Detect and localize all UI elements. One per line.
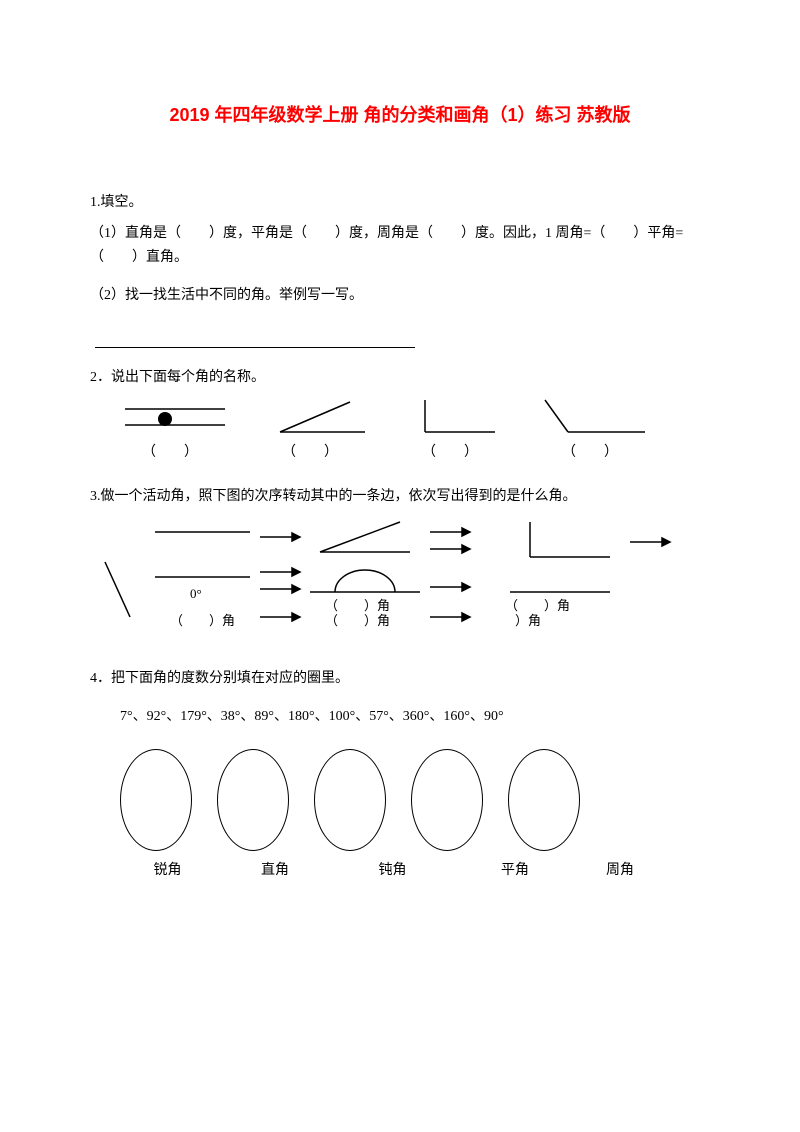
q4-heading: 4．把下面角的度数分别填在对应的圈里。 [90,667,710,691]
q4-degrees: 7°、92°、179°、38°、89°、180°、100°、57°、360°、1… [120,705,710,729]
q3-heading: 3.做一个活动角，照下图的次序转动其中的一条边，依次写出得到的是什么角。 [90,485,710,509]
oval-obtuse [314,749,386,851]
q3-diagram: 0° （ ）角 （ ）角 （ ）角 （ ）角 ）角 [100,517,700,657]
q2-blank-2: （ ） [260,441,360,465]
label-right: 直角 [215,859,335,883]
page-title: 2019 年四年级数学上册 角的分类和画角（1）练习 苏教版 [90,100,710,131]
q2-fig-4 [540,397,650,437]
q3-r3-b3: ）角 [515,610,541,632]
q3-r3-b2: （ ）角 [325,610,390,632]
q2-figures-row [120,397,710,437]
oval-right [217,749,289,851]
q3-zero: 0° [190,583,202,605]
q1-line1: （1）直角是（ ）度，平角是（ ）度，周角是（ ）度。因此，1 周角=（ ）平角… [90,222,710,270]
q2-heading: 2．说出下面每个角的名称。 [90,366,710,390]
label-full: 周角 [580,859,660,883]
q2-fig-1 [120,397,230,437]
label-straight: 平角 [450,859,580,883]
q4-labels-row: 锐角 直角 钝角 平角 周角 [120,859,710,883]
q3-r3-b1: （ ）角 [170,610,235,632]
q2-labels-row: （ ） （ ） （ ） （ ） [120,441,710,465]
oval-straight [411,749,483,851]
q2-fig-2 [270,397,370,437]
q2-blank-3: （ ） [400,441,500,465]
oval-acute [120,749,192,851]
label-obtuse: 钝角 [335,859,450,883]
label-acute: 锐角 [120,859,215,883]
q1-heading: 1.填空。 [90,191,710,215]
q4-ovals-row [120,749,710,851]
q2-fig-3 [410,397,500,437]
worksheet-page: 2019 年四年级数学上册 角的分类和画角（1）练习 苏教版 1.填空。 （1）… [0,0,800,1132]
q2-blank-1: （ ） [120,441,220,465]
q2-blank-4: （ ） [540,441,640,465]
q1-line2: （2）找一找生活中不同的角。举例写一写。 [90,284,710,308]
oval-full [508,749,580,851]
q1-underline [90,324,710,348]
